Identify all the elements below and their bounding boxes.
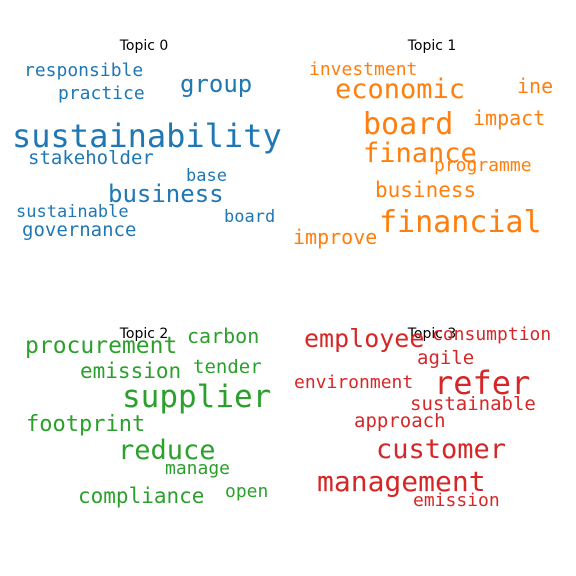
word-ine: ine bbox=[517, 74, 554, 98]
word-compliance: compliance bbox=[78, 484, 205, 508]
word-carbon: carbon bbox=[187, 324, 260, 348]
topic-title: Topic 2 bbox=[119, 326, 169, 342]
word-base: base bbox=[186, 166, 227, 186]
topic-0-wordcloud: Topic 0 responsible practice group susta… bbox=[0, 0, 288, 288]
topic-1-wordcloud: Topic 1 investment economic ine board im… bbox=[288, 0, 576, 288]
word-stakeholder: stakeholder bbox=[28, 147, 154, 169]
word-impact: impact bbox=[473, 106, 546, 130]
word-board: board bbox=[363, 107, 454, 142]
word-business: business bbox=[108, 180, 224, 208]
topic-title: Topic 3 bbox=[407, 326, 457, 342]
topic-title: Topic 1 bbox=[407, 38, 457, 54]
word-sustainable: sustainable bbox=[16, 202, 129, 222]
word-board: board bbox=[224, 207, 276, 227]
word-sustainability: sustainability bbox=[12, 117, 282, 155]
word-finance: finance bbox=[363, 138, 477, 169]
word-financial: financial bbox=[379, 205, 542, 240]
word-customer: customer bbox=[376, 434, 507, 465]
word-responsible: responsible bbox=[24, 60, 144, 81]
word-reduce: reduce bbox=[118, 435, 216, 466]
word-refer: refer bbox=[434, 364, 531, 402]
topic-2-wordcloud: Topic 2 carbon procurement tender emissi… bbox=[0, 288, 288, 576]
word-agile: agile bbox=[417, 347, 475, 369]
word-consumption: consumption bbox=[432, 324, 552, 345]
word-programme: programme bbox=[434, 155, 532, 176]
word-emission: emission bbox=[80, 359, 182, 383]
word-improve: improve bbox=[293, 225, 378, 249]
word-emission: emission bbox=[413, 490, 500, 511]
word-approach: approach bbox=[354, 410, 446, 432]
word-sustainable: sustainable bbox=[410, 393, 536, 415]
word-business: business bbox=[375, 178, 477, 202]
word-investment: investment bbox=[309, 59, 418, 80]
word-open: open bbox=[225, 481, 269, 502]
word-governance: governance bbox=[22, 219, 137, 241]
word-employee: employee bbox=[304, 324, 425, 353]
word-practice: practice bbox=[58, 83, 145, 104]
word-group: group bbox=[180, 70, 253, 98]
word-manage: manage bbox=[165, 458, 231, 479]
word-management: management bbox=[317, 465, 486, 498]
topic-title: Topic 0 bbox=[119, 38, 169, 54]
word-procurement: procurement bbox=[25, 333, 178, 359]
word-supplier: supplier bbox=[122, 379, 272, 415]
topic-3-wordcloud: Topic 3 employee consumption agile envir… bbox=[288, 288, 576, 576]
word-economic: economic bbox=[335, 74, 466, 105]
word-environment: environment bbox=[294, 372, 414, 393]
word-tender: tender bbox=[193, 356, 262, 378]
word-footprint: footprint bbox=[26, 412, 146, 437]
